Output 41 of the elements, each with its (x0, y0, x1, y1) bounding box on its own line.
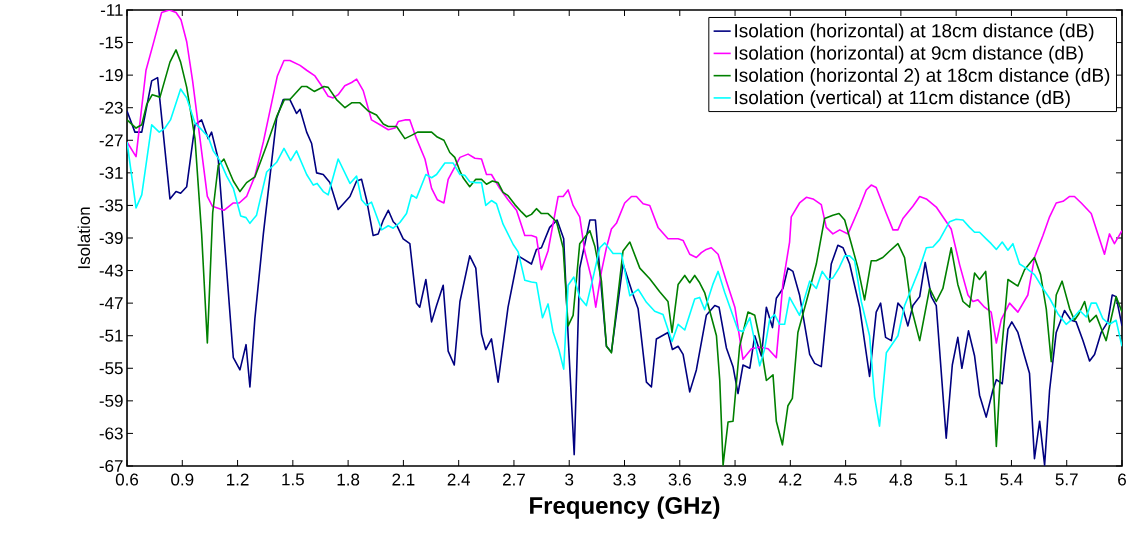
x-tick-label: 4.2 (778, 473, 802, 486)
x-tick-label: 5.1 (945, 473, 968, 486)
y-tick-label: -19 (99, 69, 123, 82)
y-tick-label: -59 (99, 394, 123, 407)
x-tick-label: 5.4 (1000, 473, 1023, 486)
y-tick-label: -27 (99, 134, 123, 147)
legend-label: Isolation (vertical) at 11cm distance (dB) (735, 90, 1070, 108)
y-tick-label: -51 (99, 329, 123, 342)
x-tick-label: 2.1 (392, 473, 415, 486)
legend-label: Isolation (horizontal 2) at 18cm distance (dB) (735, 68, 1110, 86)
y-tick-label: -55 (99, 362, 123, 375)
x-tick-label: 1.2 (227, 473, 249, 486)
x-tick-label: 0.9 (171, 473, 194, 486)
y-tick-label: -43 (99, 264, 123, 277)
x-tick-label: 2.7 (503, 473, 525, 486)
y-tick-label: -23 (99, 101, 123, 114)
x-tick-label: 3.9 (723, 473, 747, 486)
x-tick-label: 4.5 (834, 473, 857, 486)
y-tick-label: -35 (99, 199, 123, 212)
y-tick-label: -31 (99, 166, 123, 179)
legend-label: Isolation (horizontal) at 18cm distance (dB) (735, 23, 1094, 42)
x-tick-label: 1.5 (282, 473, 304, 486)
x-tick-label: 6 (1118, 473, 1126, 486)
x-tick-label: 0.6 (115, 473, 139, 486)
y-tick-label: -67 (99, 459, 123, 473)
x-axis-title: Frequency (GHz) (530, 496, 720, 519)
y-tick-label: -11 (100, 4, 123, 16)
line-series (127, 9, 1122, 361)
y-tick-label: -63 (99, 427, 123, 440)
x-tick-label: 3 (565, 473, 574, 486)
x-tick-label: 5.7 (1055, 473, 1078, 486)
x-tick-label: 1.8 (337, 473, 360, 486)
x-tick-label: 4.8 (889, 473, 912, 486)
y-axis-title: Isolation (77, 207, 91, 269)
y-tick-label: -47 (99, 297, 123, 309)
x-tick-label: 2.4 (447, 473, 470, 486)
x-tick-label: 3.3 (613, 473, 636, 486)
x-tick-label: 3.6 (668, 473, 691, 486)
y-tick-label: -15 (99, 36, 123, 49)
legend-label: Isolation (horizontal) at 9cm distance (dB) (735, 45, 1083, 64)
y-tick-label: -39 (99, 231, 123, 245)
